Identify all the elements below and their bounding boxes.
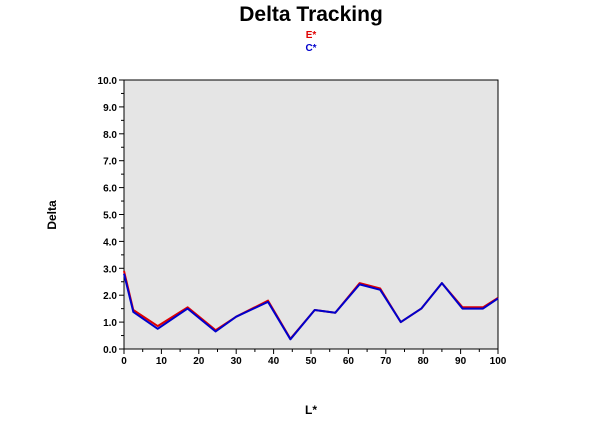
- y-tick-label: 8.0: [103, 130, 117, 141]
- x-tick-label: 70: [380, 356, 392, 367]
- legend-entry-c: C*: [305, 43, 316, 54]
- y-tick-label: 2.0: [103, 291, 117, 302]
- y-axis-title: Delta: [45, 200, 59, 230]
- axis-ticks: 0 10 20 30 40 50 60 70 80 90 100 0.0 1.0 2.0 3.0 4.0 5.0…: [98, 76, 507, 367]
- y-tick-label: 10.0: [98, 76, 118, 87]
- y-tick-label: 4.0: [103, 237, 117, 248]
- x-axis-title: L*: [305, 403, 317, 417]
- y-tick-label: 1.0: [103, 318, 117, 329]
- x-tick-label: 60: [343, 356, 355, 367]
- x-tick-label: 100: [490, 356, 507, 367]
- legend-entry-e: E*: [306, 30, 317, 41]
- x-tick-label: 40: [268, 356, 280, 367]
- series-line-c: [123, 273, 499, 341]
- x-tick-label: 30: [231, 356, 243, 367]
- x-tick-label: 50: [305, 356, 317, 367]
- x-tick-label: 80: [418, 356, 430, 367]
- x-tick-label: 0: [121, 356, 127, 367]
- x-tick-label: 10: [156, 356, 168, 367]
- x-tick-label: 90: [455, 356, 467, 367]
- x-tick-label: 20: [193, 356, 205, 367]
- y-tick-label: 9.0: [103, 103, 117, 114]
- y-tick-label: 5.0: [103, 211, 117, 222]
- y-tick-label: 7.0: [103, 157, 117, 168]
- y-tick-label: 6.0: [103, 184, 117, 195]
- y-tick-label: 0.0: [103, 345, 117, 356]
- plot-area: [123, 79, 499, 350]
- y-tick-label: 3.0: [103, 264, 117, 275]
- series-lines: [123, 270, 499, 341]
- chart-title: Delta Tracking: [239, 3, 383, 26]
